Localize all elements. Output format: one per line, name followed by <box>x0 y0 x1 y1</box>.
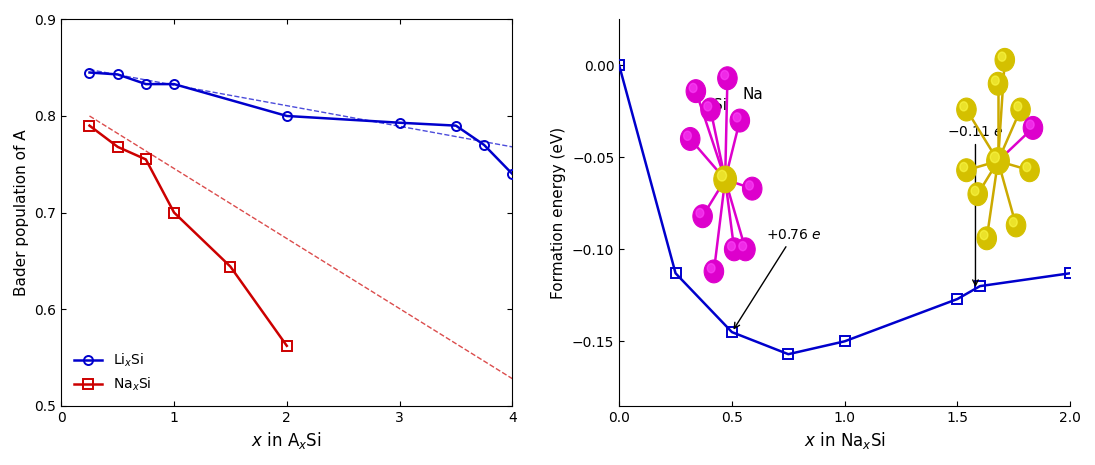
Ellipse shape <box>1019 159 1039 182</box>
Ellipse shape <box>971 186 979 195</box>
Ellipse shape <box>1006 214 1026 237</box>
Ellipse shape <box>721 71 728 80</box>
Y-axis label: Formation energy (eV): Formation energy (eV) <box>552 126 566 299</box>
Text: +0.76 $e$: +0.76 $e$ <box>735 227 821 328</box>
Li$_x$Si <box>139 81 152 87</box>
Ellipse shape <box>687 80 705 103</box>
Li$_x$Si <box>83 70 96 75</box>
Ellipse shape <box>990 152 1000 163</box>
Ellipse shape <box>968 183 988 206</box>
Li$_x$Si <box>449 123 462 128</box>
Ellipse shape <box>1014 102 1022 111</box>
Ellipse shape <box>717 67 737 90</box>
Ellipse shape <box>739 241 747 251</box>
Line: Na$_x$Si: Na$_x$Si <box>85 121 291 350</box>
Ellipse shape <box>727 241 736 251</box>
Ellipse shape <box>987 148 1010 174</box>
Ellipse shape <box>995 48 1015 71</box>
Ellipse shape <box>734 113 741 122</box>
Ellipse shape <box>717 170 726 181</box>
Ellipse shape <box>696 208 704 218</box>
Ellipse shape <box>683 131 691 140</box>
Ellipse shape <box>714 166 737 193</box>
Ellipse shape <box>730 109 750 132</box>
Na$_x$Si <box>139 157 152 162</box>
Ellipse shape <box>693 205 713 228</box>
Li$_x$Si <box>111 72 124 77</box>
Ellipse shape <box>1026 120 1034 129</box>
X-axis label: $x$ in Na$_x$Si: $x$ in Na$_x$Si <box>804 430 886 451</box>
Ellipse shape <box>701 98 721 121</box>
Ellipse shape <box>999 52 1006 61</box>
Ellipse shape <box>704 102 712 111</box>
Na$_x$Si <box>111 144 124 150</box>
Ellipse shape <box>1023 162 1030 172</box>
Ellipse shape <box>742 177 762 200</box>
Ellipse shape <box>689 83 698 93</box>
Ellipse shape <box>746 181 753 190</box>
Text: Na: Na <box>744 87 763 102</box>
Ellipse shape <box>736 238 756 261</box>
X-axis label: $x$ in A$_x$Si: $x$ in A$_x$Si <box>252 430 322 451</box>
Ellipse shape <box>960 102 968 111</box>
Ellipse shape <box>1010 218 1017 227</box>
Li$_x$Si <box>280 113 293 119</box>
Ellipse shape <box>989 73 1007 95</box>
Text: $-$0.11 $e$: $-$0.11 $e$ <box>947 125 1004 286</box>
Li$_x$Si <box>477 142 491 148</box>
Ellipse shape <box>980 231 988 239</box>
Legend: Li$_x$Si, Na$_x$Si: Li$_x$Si, Na$_x$Si <box>68 346 157 399</box>
Li$_x$Si <box>393 120 406 126</box>
Ellipse shape <box>1011 98 1030 121</box>
Na$_x$Si <box>168 210 181 215</box>
Ellipse shape <box>1023 116 1042 140</box>
Ellipse shape <box>977 227 996 250</box>
Y-axis label: Bader population of A: Bader population of A <box>14 129 28 296</box>
Na$_x$Si <box>223 264 237 269</box>
Ellipse shape <box>960 162 968 172</box>
Ellipse shape <box>725 238 744 261</box>
Ellipse shape <box>957 98 976 121</box>
Ellipse shape <box>707 264 715 273</box>
Na$_x$Si <box>280 343 293 349</box>
Ellipse shape <box>704 260 724 283</box>
Na$_x$Si <box>83 123 96 128</box>
Text: Si: Si <box>713 98 726 113</box>
Line: Li$_x$Si: Li$_x$Si <box>85 68 517 179</box>
Li$_x$Si <box>168 81 181 87</box>
Ellipse shape <box>991 76 999 85</box>
Ellipse shape <box>957 159 976 182</box>
Ellipse shape <box>680 127 700 150</box>
Li$_x$Si <box>506 171 519 177</box>
